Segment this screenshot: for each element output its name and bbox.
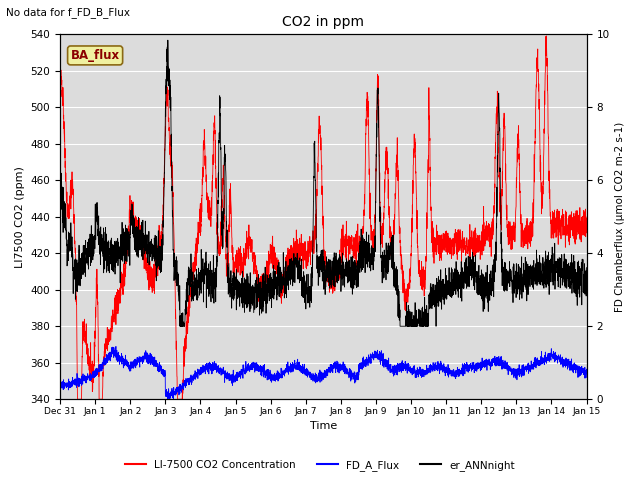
er_ANNnight xyxy=(169,243,177,249)
LI-7500 CO2 Concentration xyxy=(169,190,177,195)
Line: er_ANNnight: er_ANNnight xyxy=(60,40,587,326)
Y-axis label: LI7500 CO2 (ppm): LI7500 CO2 (ppm) xyxy=(15,166,25,268)
FD_A_Flux xyxy=(582,366,590,372)
er_ANNnight xyxy=(583,265,591,271)
LI-7500 CO2 Concentration xyxy=(543,33,550,39)
Line: FD_A_Flux: FD_A_Flux xyxy=(60,347,587,399)
LI-7500 CO2 Concentration xyxy=(56,84,64,89)
Text: No data for f_FD_B_Flux: No data for f_FD_B_Flux xyxy=(6,7,131,18)
FD_A_Flux xyxy=(384,365,392,371)
LI-7500 CO2 Concentration xyxy=(204,193,211,199)
X-axis label: Time: Time xyxy=(310,421,337,432)
FD_A_Flux xyxy=(56,384,64,390)
er_ANNnight xyxy=(204,286,211,291)
er_ANNnight xyxy=(176,324,184,329)
LI-7500 CO2 Concentration xyxy=(582,220,590,226)
LI-7500 CO2 Concentration xyxy=(74,396,81,402)
LI-7500 CO2 Concentration xyxy=(384,170,392,176)
LI-7500 CO2 Concentration xyxy=(533,60,541,66)
er_ANNnight xyxy=(533,256,541,262)
FD_A_Flux xyxy=(583,374,591,380)
LI-7500 CO2 Concentration xyxy=(583,225,591,230)
er_ANNnight xyxy=(164,37,172,43)
FD_A_Flux xyxy=(533,358,541,364)
er_ANNnight xyxy=(375,128,383,134)
Title: CO2 in ppm: CO2 in ppm xyxy=(282,15,364,29)
LI-7500 CO2 Concentration xyxy=(374,101,382,107)
FD_A_Flux xyxy=(375,353,383,359)
FD_A_Flux xyxy=(170,390,177,396)
Y-axis label: FD Chamberflux (μmol CO2 m-2 s-1): FD Chamberflux (μmol CO2 m-2 s-1) xyxy=(615,121,625,312)
FD_A_Flux xyxy=(164,396,172,402)
Line: LI-7500 CO2 Concentration: LI-7500 CO2 Concentration xyxy=(60,36,587,399)
FD_A_Flux xyxy=(112,344,120,349)
FD_A_Flux xyxy=(204,363,211,369)
er_ANNnight xyxy=(56,217,64,223)
er_ANNnight xyxy=(582,276,590,281)
er_ANNnight xyxy=(384,257,392,263)
Legend: LI-7500 CO2 Concentration, FD_A_Flux, er_ANNnight: LI-7500 CO2 Concentration, FD_A_Flux, er… xyxy=(121,456,519,475)
Text: BA_flux: BA_flux xyxy=(70,49,120,62)
